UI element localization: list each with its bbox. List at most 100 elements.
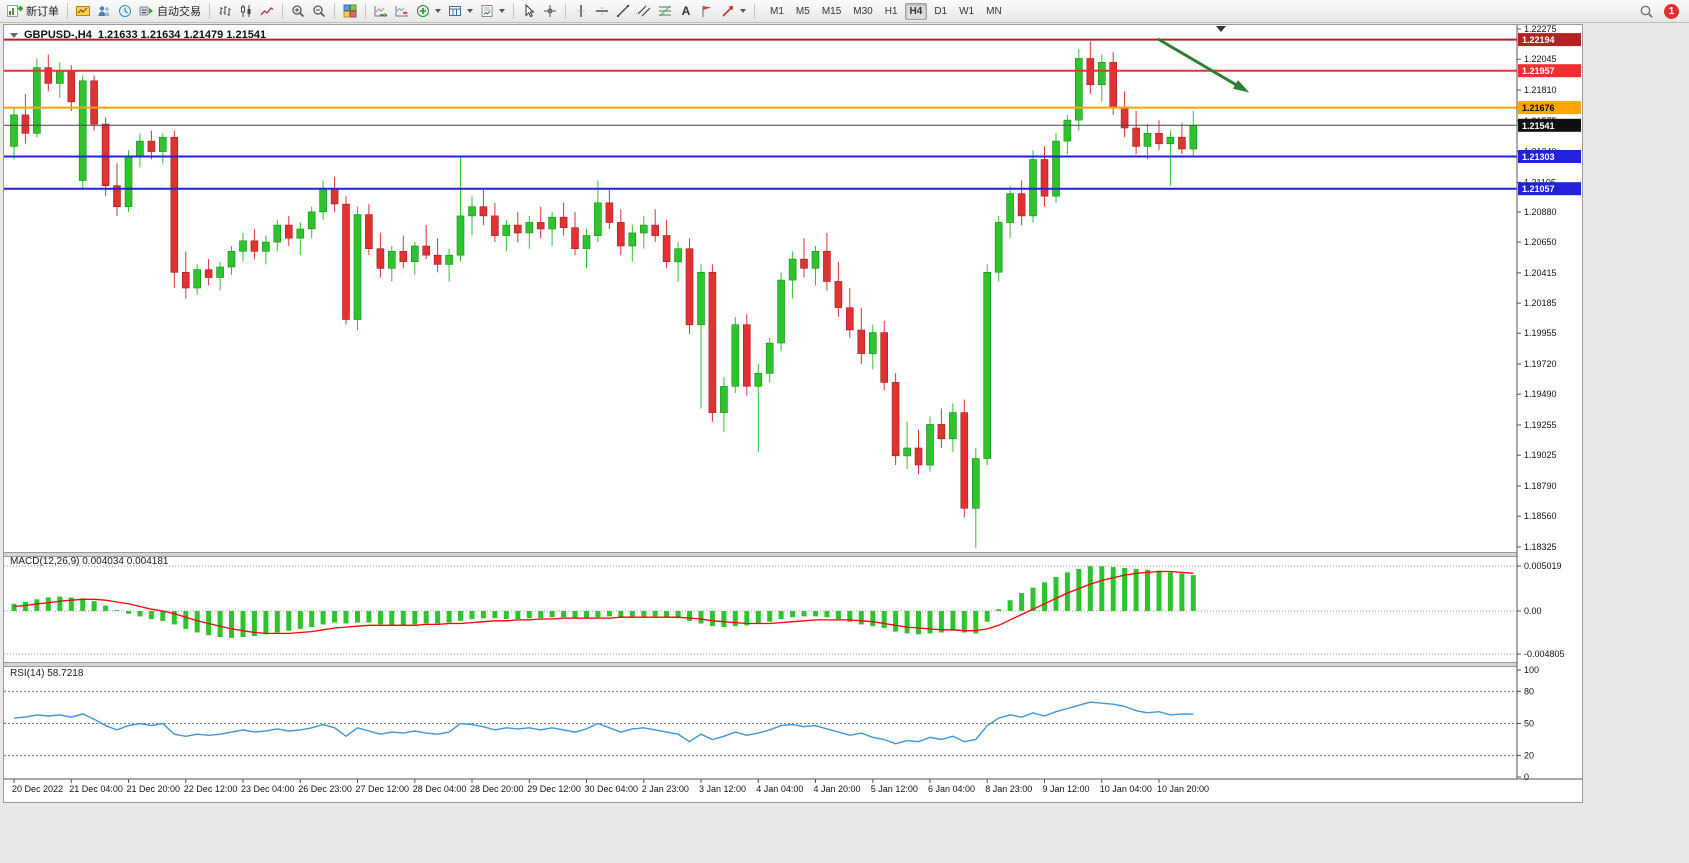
timeframe-M1[interactable]: M1 bbox=[770, 5, 784, 17]
macd-histogram-bar bbox=[1007, 600, 1013, 611]
candle-body bbox=[216, 266, 224, 278]
macd-panel-splitter[interactable] bbox=[4, 552, 1582, 557]
timeframe-H1[interactable]: H1 bbox=[884, 5, 898, 17]
trendline-button[interactable] bbox=[613, 3, 633, 19]
candle-body bbox=[571, 227, 579, 249]
macd-histogram-bar bbox=[355, 611, 360, 623]
price-line-badge-label: 1.22194 bbox=[1522, 35, 1555, 45]
arrows-button[interactable] bbox=[718, 3, 749, 19]
candle-body bbox=[674, 248, 682, 263]
rsi-line bbox=[13, 701, 1194, 745]
notification-badge[interactable]: 1 bbox=[1664, 3, 1679, 19]
chart-menu-icon[interactable] bbox=[10, 32, 18, 38]
price-line-badge bbox=[1518, 33, 1581, 47]
templates-button[interactable] bbox=[477, 3, 508, 19]
periods-button[interactable] bbox=[445, 3, 476, 19]
bars-chart-button[interactable] bbox=[215, 3, 235, 19]
text-button[interactable]: A bbox=[676, 3, 696, 19]
timeframe-H4[interactable]: H4 bbox=[904, 2, 928, 20]
macd-axis-label: 0.00 bbox=[1524, 606, 1542, 616]
channel-button[interactable] bbox=[634, 3, 654, 19]
templates-icon bbox=[481, 5, 493, 17]
timeframe-MN[interactable]: MN bbox=[986, 5, 1002, 17]
time-axis[interactable] bbox=[4, 780, 1582, 802]
candle-body bbox=[823, 251, 831, 282]
toolbar: 新订单 自动交易 bbox=[0, 0, 1689, 23]
time-axis-label: 27 Dec 12:00 bbox=[356, 784, 410, 794]
candle-body bbox=[502, 224, 511, 236]
candle-body bbox=[399, 251, 408, 263]
macd-histogram-bar bbox=[790, 611, 796, 618]
macd-histogram-bar bbox=[904, 611, 910, 634]
price-tick-label: 1.19490 bbox=[1524, 389, 1557, 399]
macd-histogram-bar bbox=[961, 611, 967, 633]
price-line-badge bbox=[1518, 64, 1581, 78]
candle-body bbox=[78, 80, 87, 181]
new-order-button[interactable]: 新订单 bbox=[4, 2, 62, 20]
macd-histogram-bar bbox=[893, 611, 899, 632]
candle-body bbox=[262, 241, 270, 252]
chart-window-button[interactable] bbox=[73, 3, 93, 19]
auto-trading-button[interactable]: 自动交易 bbox=[136, 2, 204, 20]
text-icon: A bbox=[682, 4, 691, 18]
horizontal-line-button[interactable] bbox=[592, 3, 612, 19]
candlestick-chart-button[interactable] bbox=[236, 3, 256, 19]
candle-body bbox=[616, 222, 625, 247]
rsi-axis-label: 100 bbox=[1524, 665, 1539, 675]
indicators-button[interactable] bbox=[413, 3, 444, 19]
candle-body bbox=[1052, 140, 1060, 197]
macd-histogram-bar bbox=[286, 611, 292, 631]
new-order-label: 新订单 bbox=[26, 6, 59, 18]
auto-scroll-button[interactable] bbox=[371, 3, 391, 19]
zoom-out-button[interactable] bbox=[309, 3, 329, 19]
macd-histogram-bar bbox=[11, 603, 17, 611]
chart-window[interactable]: 1.222751.220451.218101.215751.213401.211… bbox=[3, 24, 1583, 803]
candle-body bbox=[1075, 58, 1083, 121]
cursor-button[interactable] bbox=[519, 3, 539, 19]
rsi-panel-splitter[interactable] bbox=[4, 662, 1582, 667]
candle-body bbox=[605, 202, 614, 223]
macd-histogram-bar bbox=[996, 609, 1002, 611]
zoom-in-button[interactable] bbox=[288, 3, 308, 19]
chart-shift-marker-icon[interactable] bbox=[1216, 26, 1226, 32]
price-tick-label: 1.20415 bbox=[1524, 268, 1557, 278]
toolbar-separator bbox=[334, 3, 335, 19]
candle-body bbox=[639, 224, 648, 234]
timeframe-D1[interactable]: D1 bbox=[934, 5, 948, 17]
candle-body bbox=[433, 254, 442, 265]
time-axis-label: 4 Jan 04:00 bbox=[756, 784, 803, 794]
line-chart-button[interactable] bbox=[257, 3, 277, 19]
timeframe-W1[interactable]: W1 bbox=[959, 5, 975, 17]
timeframe-M30[interactable]: M30 bbox=[853, 5, 873, 17]
chart-shift-button[interactable] bbox=[392, 3, 412, 19]
fibonacci-button[interactable] bbox=[655, 3, 675, 19]
candle-body bbox=[708, 272, 717, 413]
macd-label: MACD(12,26,9) 0.004034 0.004181 bbox=[10, 556, 169, 567]
time-axis-label: 10 Jan 20:00 bbox=[1157, 784, 1209, 794]
candle-body bbox=[983, 272, 992, 459]
chart-canvas[interactable]: 1.222751.220451.218101.215751.213401.211… bbox=[4, 24, 1582, 802]
profiles-button[interactable] bbox=[94, 3, 114, 19]
candle-body bbox=[857, 329, 866, 354]
macd-histogram-bar bbox=[515, 611, 521, 620]
macd-histogram-bar bbox=[687, 611, 692, 621]
timeframe-M5[interactable]: M5 bbox=[795, 5, 810, 17]
price-line-badge bbox=[1518, 118, 1581, 132]
time-axis-label: 28 Dec 20:00 bbox=[470, 784, 524, 794]
label-button[interactable] bbox=[697, 3, 717, 19]
crosshair-button[interactable] bbox=[540, 3, 560, 19]
tile-windows-button[interactable] bbox=[340, 3, 360, 19]
vertical-line-button[interactable] bbox=[571, 3, 591, 19]
timeframe-M15[interactable]: M15 bbox=[821, 5, 842, 17]
auto-trading-icon bbox=[139, 6, 153, 16]
search-button[interactable] bbox=[1636, 3, 1657, 20]
candle-body bbox=[960, 412, 969, 509]
label-flag-icon bbox=[702, 6, 711, 17]
macd-histogram-bar bbox=[595, 611, 601, 618]
market-watch-icon bbox=[119, 5, 131, 17]
candle-body bbox=[113, 185, 121, 207]
trend-arrow-annotation[interactable] bbox=[1157, 37, 1246, 92]
market-watch-button[interactable] bbox=[115, 3, 135, 19]
macd-histogram-bar bbox=[423, 611, 429, 624]
toolbar-separator bbox=[209, 3, 210, 19]
